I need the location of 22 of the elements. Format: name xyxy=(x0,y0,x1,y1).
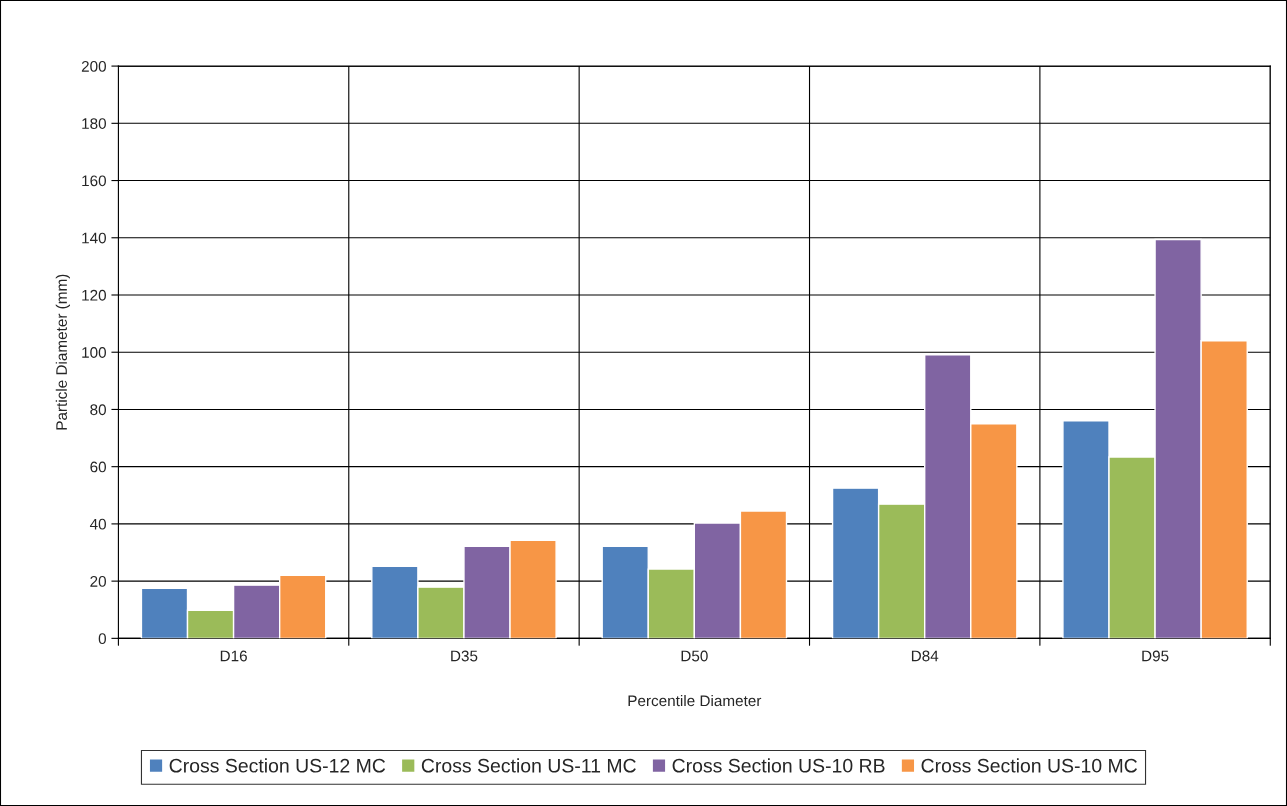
y-tick-label: 200 xyxy=(81,60,106,72)
legend-label: Cross Section US-10 MC xyxy=(921,758,1138,773)
y-tick-label: 100 xyxy=(82,347,106,358)
legend-label: Cross Section US-12 MC xyxy=(169,758,386,773)
y-tick-label: 160 xyxy=(82,175,106,187)
legend-label: Cross Section US-10 RB xyxy=(672,758,885,773)
x-tick-label: D95 xyxy=(1142,650,1169,662)
y-tick-label: 120 xyxy=(82,289,106,301)
y-tick-label: 60 xyxy=(90,461,106,473)
y-tick-label: 140 xyxy=(82,232,106,244)
x-tick-label: D35 xyxy=(451,650,478,662)
x-tick-label: D50 xyxy=(681,650,708,662)
y-tick-label: 0 xyxy=(98,633,106,645)
y-tick-label: 40 xyxy=(89,518,106,530)
y-tick-label: 180 xyxy=(82,118,106,129)
x-axis-title: Percentile Diameter xyxy=(628,694,762,707)
legend-label: Cross Section US-11 MC xyxy=(421,758,636,773)
y-tick-label: 20 xyxy=(90,575,106,587)
x-tick-label: D84 xyxy=(911,650,939,662)
y-tick-label: 80 xyxy=(90,404,106,416)
x-tick-label: D16 xyxy=(220,650,247,662)
y-axis-title: Particle Diameter (mm) xyxy=(55,274,70,430)
